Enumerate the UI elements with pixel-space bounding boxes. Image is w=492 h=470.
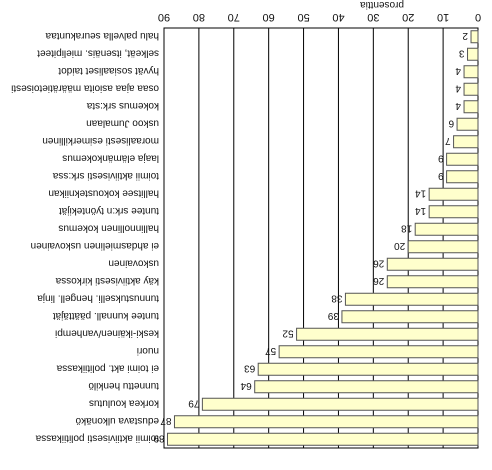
bar: [428, 205, 479, 219]
x-tick-label: 60: [263, 11, 275, 23]
category-label: uskoo Jumalaan: [86, 117, 159, 128]
bar: [296, 327, 479, 341]
category-label: ei ahdasmielinen uskovainen: [31, 240, 159, 251]
data-label: 7: [445, 135, 451, 146]
category-label: nuori: [137, 345, 159, 356]
x-tick-label: 40: [332, 11, 344, 23]
bar: [456, 117, 479, 131]
category-label: kokemus srk:sta: [86, 100, 159, 111]
bar: [446, 152, 479, 166]
x-tick-label: 0: [475, 11, 481, 23]
x-axis-title: prosenttia: [360, 0, 404, 10]
bar: [173, 415, 479, 429]
bar: [446, 170, 479, 184]
bar: [341, 310, 479, 324]
bar: [201, 397, 479, 411]
category-label: hallinnollinen kokemus: [58, 222, 159, 233]
x-tick-label: 50: [297, 11, 309, 23]
data-label: 2: [462, 30, 468, 41]
data-label: 6: [448, 117, 454, 128]
bar: [467, 47, 479, 61]
data-label: 3: [459, 47, 465, 58]
data-label: 39: [327, 310, 339, 321]
bar: [463, 82, 479, 96]
bar: [254, 380, 479, 394]
data-label: 20: [394, 240, 406, 251]
x-tick-label: 90: [158, 11, 170, 23]
category-label: moraalisesti esimerkillinen: [42, 135, 159, 146]
plot-area: [163, 27, 479, 449]
data-label: 9: [438, 170, 444, 181]
category-label: tuntee kunnall. päättäjät: [53, 310, 159, 321]
data-label: 64: [240, 380, 252, 391]
bar: [470, 30, 479, 44]
category-label: korkea koulutus: [89, 397, 159, 408]
bar: [463, 65, 479, 79]
data-label: 57: [265, 345, 277, 356]
x-tick-label: 70: [228, 11, 240, 23]
data-label: 26: [373, 257, 385, 268]
bar: [278, 345, 479, 359]
x-tick-label: 80: [193, 11, 205, 23]
category-label: edustava ulkonäkö: [75, 415, 159, 426]
bar: [453, 135, 479, 149]
data-label: 18: [401, 222, 413, 233]
bar: [428, 187, 479, 201]
bar: [166, 432, 479, 446]
data-label: 26: [373, 275, 385, 286]
data-label: 38: [331, 292, 343, 303]
category-label: toimii aktiivisesti srk:ssa: [52, 170, 159, 181]
category-label: laaja elämänkokemus: [62, 152, 159, 163]
x-tick-label: 30: [367, 11, 379, 23]
bar: [407, 240, 479, 254]
bar: [257, 362, 479, 376]
x-tick-label: 10: [437, 11, 449, 23]
data-label: 14: [415, 187, 427, 198]
data-label: 89: [153, 432, 165, 443]
x-tick-label: 20: [402, 11, 414, 23]
category-label: tunnettu henkilö: [88, 380, 159, 391]
data-label: 87: [160, 415, 172, 426]
data-label: 9: [438, 152, 444, 163]
category-label: käy aktiivisesti kirkossa: [55, 275, 159, 286]
bar: [414, 222, 479, 236]
category-label: hallitsee kokoustekniikan: [48, 187, 159, 198]
category-label: keski-ikäinen/vanhempi: [55, 327, 159, 338]
category-label: tuntee srk:n työntekijät: [59, 205, 159, 216]
bar: [386, 275, 479, 289]
data-label: 52: [282, 327, 294, 338]
category-label: tunnustukselli. hengell. linja: [37, 292, 159, 303]
category-label: uskovainen: [108, 257, 159, 268]
category-label: osaa ajaa asioita määrätietoisesti: [11, 82, 159, 93]
category-label: hyvät sosiaaliset taidot: [58, 65, 159, 76]
data-label: 4: [455, 82, 461, 93]
bar: [463, 100, 479, 114]
bar: [344, 292, 479, 306]
data-label: 4: [455, 100, 461, 111]
category-label: toimii aktiivisesti politiikassa: [35, 432, 159, 443]
category-label: ei toimi akt. politiikassa: [56, 362, 159, 373]
bar: [386, 257, 479, 271]
category-label: selkeät, itsenäis. mielipiteet: [37, 47, 159, 58]
data-label: 14: [415, 205, 427, 216]
data-label: 4: [455, 65, 461, 76]
category-label: halu palvella seurakuntaa: [45, 30, 159, 41]
data-label: 63: [244, 362, 256, 373]
data-label: 79: [188, 397, 200, 408]
